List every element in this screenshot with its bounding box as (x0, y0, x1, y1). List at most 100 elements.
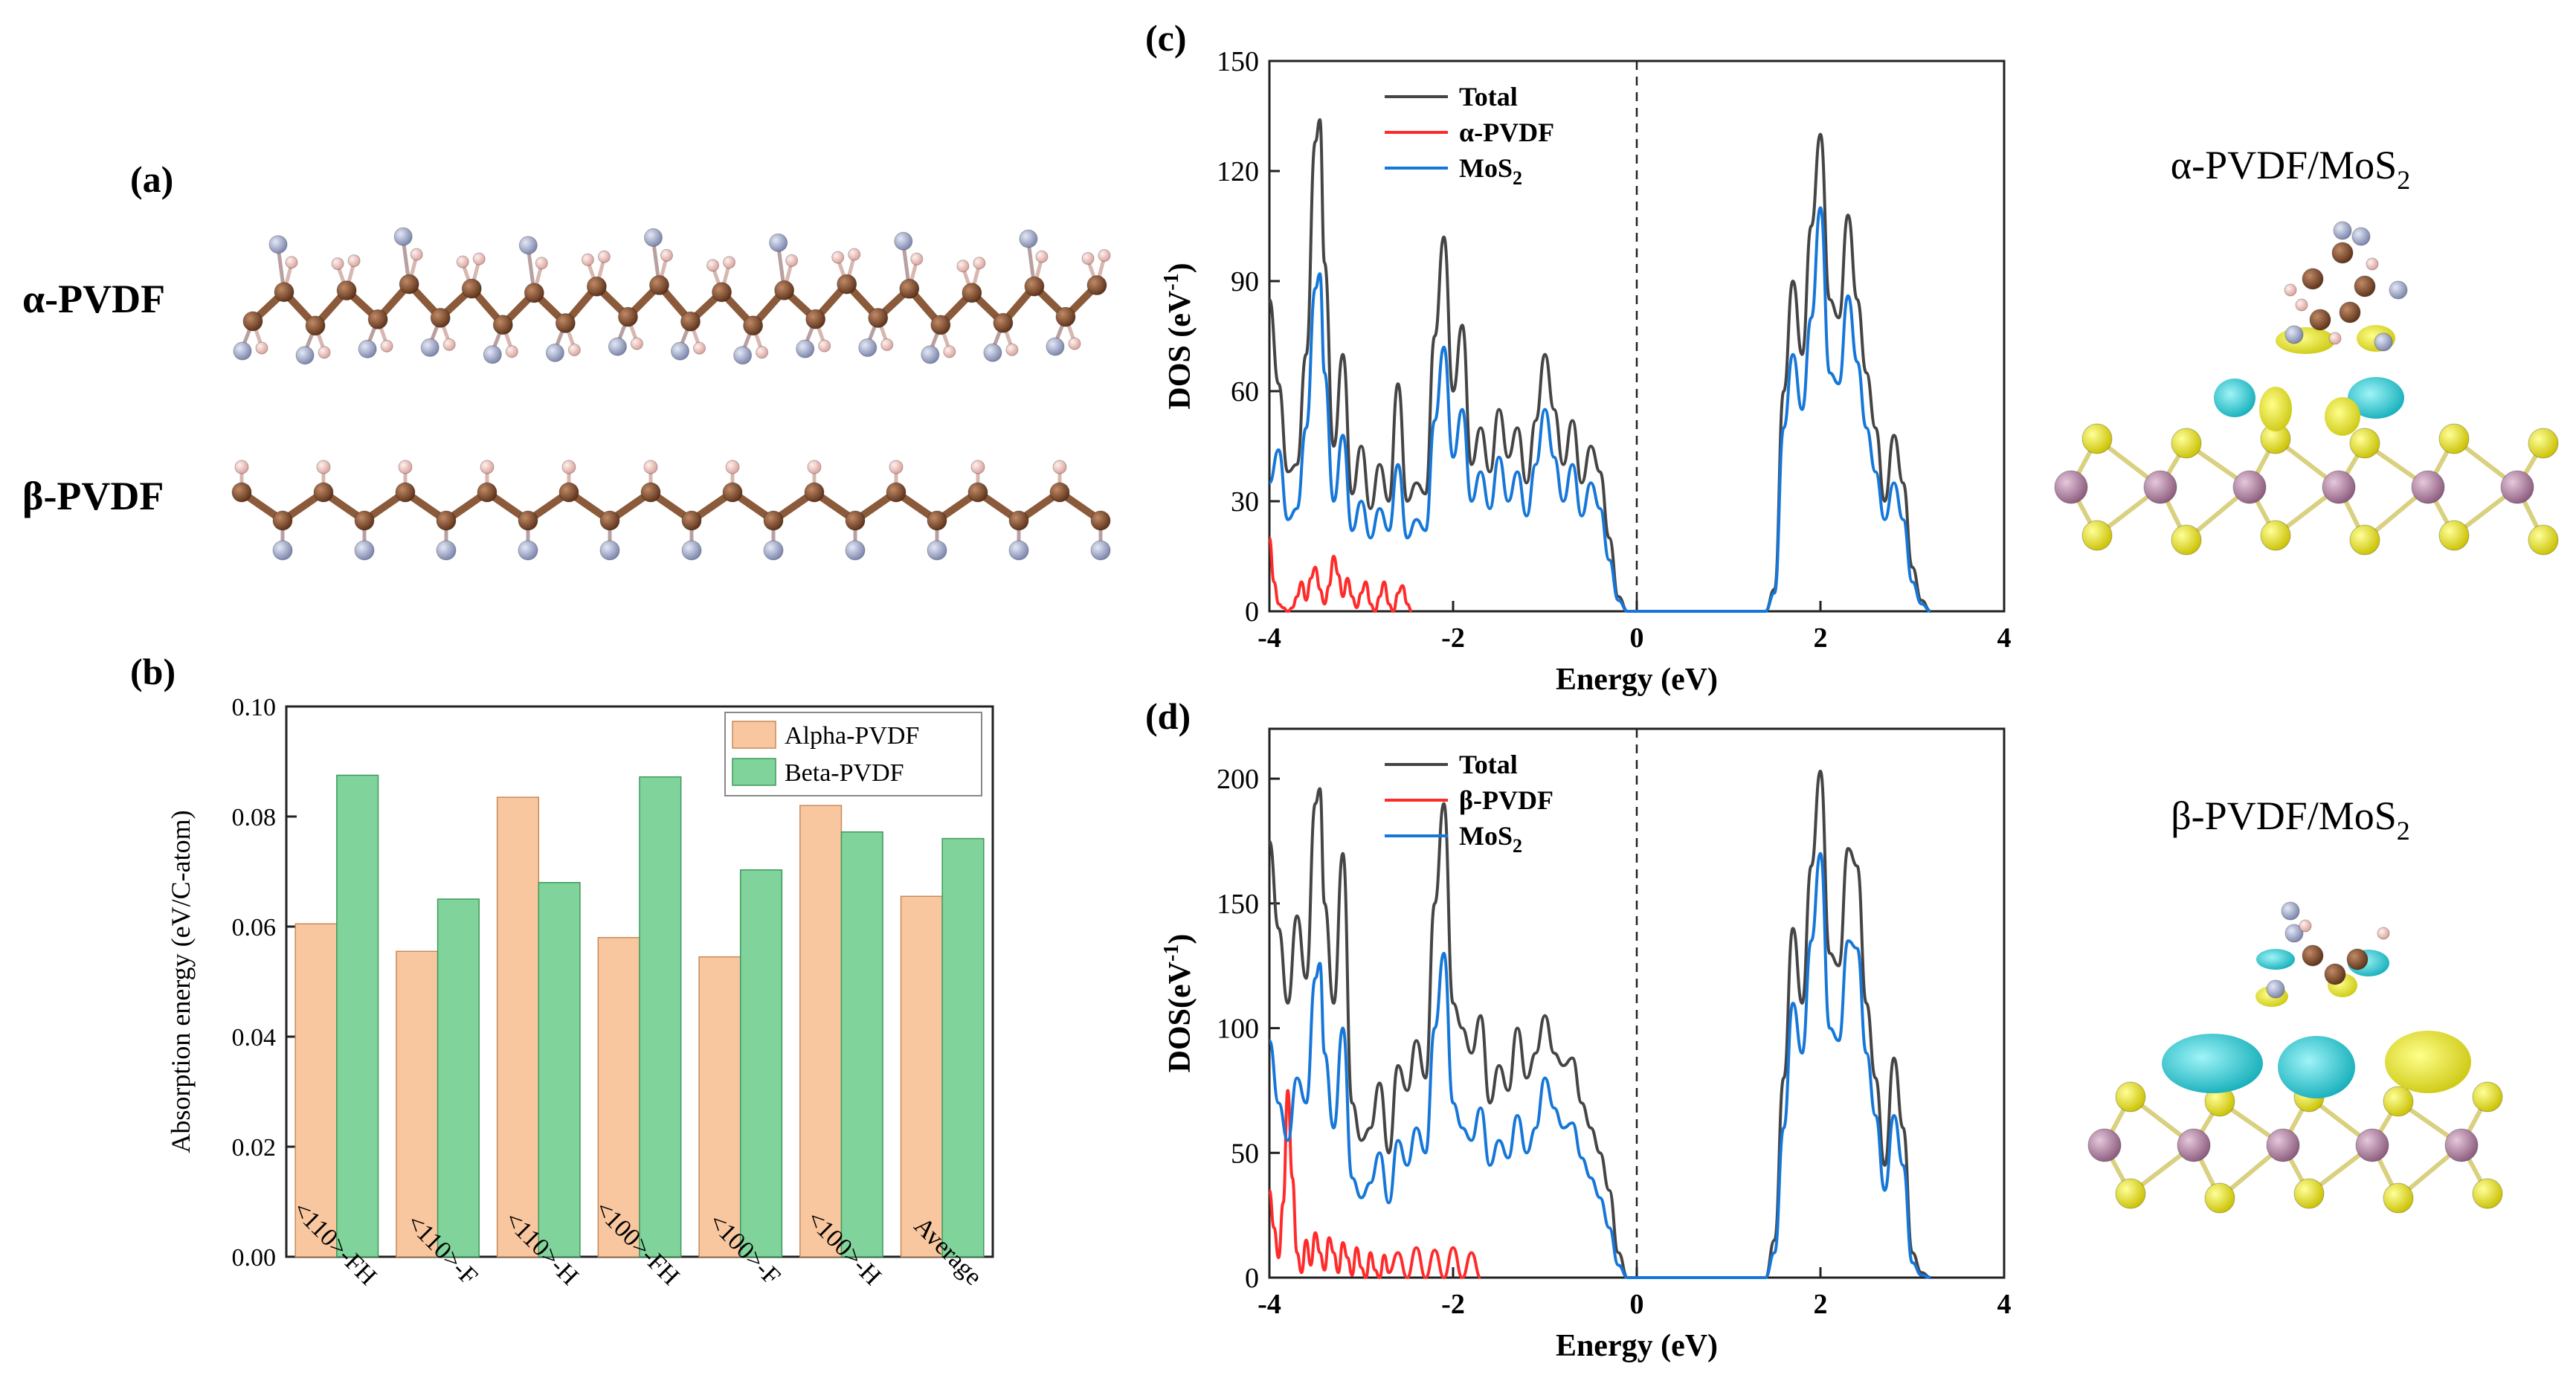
legend-label: α-PVDF (1459, 117, 1554, 147)
hydrogen-atom (456, 255, 469, 268)
legend-subscript: 2 (1513, 835, 1522, 857)
bar-alpha (698, 956, 741, 1258)
x-tick-label: 2 (1814, 622, 1828, 654)
mos2-dos-line (1268, 851, 1931, 1280)
fluorine-atom (1046, 337, 1065, 356)
fluorine-atom (268, 235, 288, 254)
carbon-atom (2309, 309, 2331, 331)
carbon-atom (555, 312, 576, 333)
molybdenum-atom (2232, 470, 2267, 504)
hydrogen-atom (255, 341, 268, 355)
x-axis-label: Energy (eV) (1556, 663, 1718, 697)
carbon-atom (367, 309, 388, 329)
sulfur-atom (2349, 524, 2380, 556)
carbon-atom (1024, 276, 1045, 297)
carbon-atom (436, 510, 457, 531)
sulfur-atom (2260, 520, 2291, 551)
carbon-atom (1008, 510, 1029, 531)
charge-cloud-yellow (2276, 327, 2335, 354)
fluorine-atom (2284, 325, 2304, 344)
y-tick-label: 50 (1231, 1138, 1259, 1169)
hydrogen-atom (2299, 919, 2312, 933)
fluorine-atom (483, 345, 502, 364)
x-axis-label: Energy (eV) (1556, 1329, 1718, 1363)
carbon-atom (648, 274, 669, 295)
molybdenum-atom (2411, 470, 2445, 504)
carbon-atom (2331, 242, 2354, 264)
carbon-atom (2354, 275, 2376, 297)
y-axis-label: DOS (eV-1) (1160, 263, 1197, 409)
hydrogen-atom (581, 253, 594, 266)
legend-text: α-PVDF (1459, 117, 1554, 147)
hydrogen-atom (785, 254, 799, 267)
y-tick-label: 150 (1217, 46, 1259, 77)
fluorine-atom (2266, 979, 2285, 999)
molybdenum-atom (2355, 1128, 2389, 1162)
hydrogen-atom (956, 260, 970, 273)
pvdf-dos-line (1268, 1089, 1482, 1279)
bar-beta (336, 774, 379, 1258)
fluorine-atom (921, 345, 940, 364)
x-tick-label: -4 (1258, 622, 1281, 654)
carbon-atom (722, 482, 743, 503)
hydrogen-atom (318, 346, 331, 359)
x-tick-label: 0 (1630, 1289, 1644, 1320)
fluorine-atom (2389, 280, 2408, 300)
hydrogen-atom (1081, 252, 1095, 265)
legend-label: Total (1459, 750, 1518, 779)
carbon-atom (886, 482, 907, 503)
carbon-atom (305, 315, 326, 336)
fluorine-atom (769, 233, 788, 252)
sulfur-atom (2204, 1182, 2235, 1214)
fluorine-atom (2374, 332, 2393, 352)
mos2-dos-line (1268, 206, 1931, 614)
fluorine-atom (671, 341, 690, 361)
x-tick-label: 2 (1814, 1289, 1828, 1320)
charge-cloud-yellow (2385, 1031, 2471, 1093)
carbon-atom (2324, 963, 2346, 985)
fluorine-atom (894, 231, 913, 251)
fluorine-atom (681, 540, 702, 561)
legend-text: MoS (1459, 153, 1513, 183)
bar-alpha (900, 895, 943, 1258)
y-tick-label: 0.02 (232, 1134, 277, 1162)
carbon-atom (492, 315, 513, 335)
beta-pvdf-label: β-PVDF (22, 474, 164, 518)
charge-cloud-yellow (2325, 397, 2360, 436)
hydrogen-atom (561, 460, 576, 474)
bar-beta (941, 837, 985, 1258)
fluorine-atom (927, 540, 947, 561)
molybdenum-atom (2087, 1128, 2122, 1162)
fluorine-atom (1090, 540, 1111, 561)
bar-beta (639, 776, 682, 1258)
alpha-dos-line-chart: -4 -2 0 2 40306090120150Totalα-PVDFMoS2Energ… (1160, 46, 2012, 697)
y-tick-label: 0.00 (232, 1244, 277, 1272)
fluorine-atom (763, 540, 784, 561)
y-tick-label: 0.10 (232, 694, 277, 721)
y-tick-label: 0.08 (232, 804, 277, 831)
x-tick-label: 0 (1630, 622, 1644, 654)
carbon-atom (518, 510, 538, 531)
sulfur-atom (2472, 1178, 2503, 1209)
y-label-main: DOS(eV (1163, 962, 1197, 1072)
carbon-atom (231, 482, 252, 503)
carbon-atom (399, 274, 419, 294)
fluorine-atom (1008, 540, 1029, 561)
y-tick-label: 120 (1217, 156, 1259, 187)
hydrogen-atom (807, 460, 822, 474)
carbon-atom (242, 311, 263, 332)
charge-cloud-yellow (2259, 387, 2292, 431)
sulfur-atom (2293, 1178, 2325, 1209)
x-tick-label: -4 (1258, 1289, 1281, 1320)
fluorine-atom (393, 227, 413, 246)
panel-label-b: (b) (130, 651, 176, 692)
y-tick-label: 90 (1231, 266, 1259, 297)
x-tick-label: -2 (1441, 622, 1465, 654)
carbon-atom (272, 510, 293, 531)
y-tick-label: 0.04 (232, 1024, 277, 1052)
x-tick-label: -2 (1441, 1289, 1465, 1320)
fluorine-atom (796, 339, 815, 358)
fluorine-atom (2351, 227, 2371, 246)
fluorine-atom (272, 540, 293, 561)
